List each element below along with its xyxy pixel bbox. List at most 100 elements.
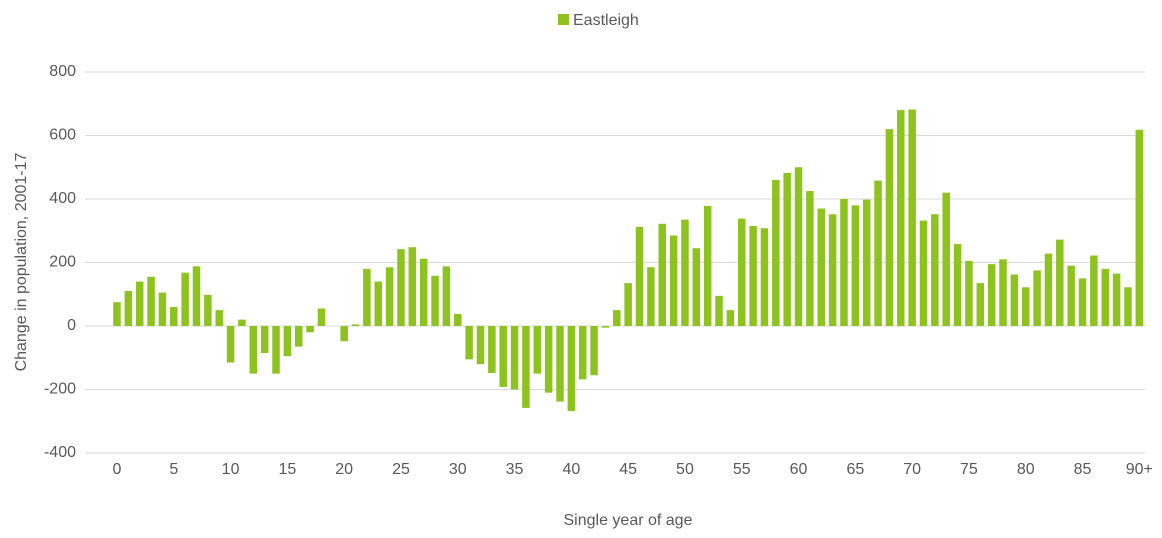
bar bbox=[476, 326, 485, 365]
bar bbox=[385, 267, 394, 326]
bar bbox=[1090, 255, 1098, 326]
y-tick-label: 600 bbox=[49, 127, 76, 144]
bar bbox=[669, 235, 678, 326]
bar bbox=[170, 306, 178, 326]
bar bbox=[408, 247, 417, 326]
x-axis-title: Single year of age bbox=[564, 512, 693, 529]
x-tick-label: 10 bbox=[222, 461, 240, 478]
bar bbox=[715, 295, 723, 326]
bar bbox=[578, 326, 587, 380]
bar bbox=[533, 326, 542, 374]
bar bbox=[1124, 287, 1132, 326]
bar bbox=[749, 225, 757, 326]
bar bbox=[499, 326, 507, 387]
x-tick-label: 50 bbox=[676, 461, 694, 478]
bar bbox=[624, 283, 632, 326]
bar bbox=[135, 281, 144, 326]
x-tick-label: 0 bbox=[113, 461, 122, 478]
x-tick-label: 40 bbox=[562, 461, 580, 478]
bar bbox=[862, 199, 871, 326]
x-tick-label: 5 bbox=[169, 461, 178, 478]
bar bbox=[953, 244, 962, 326]
x-tick-label: 60 bbox=[790, 461, 808, 478]
bar bbox=[215, 310, 223, 326]
bar bbox=[692, 248, 701, 326]
bar bbox=[124, 291, 133, 326]
bar bbox=[737, 218, 746, 326]
bar bbox=[158, 292, 167, 326]
bar bbox=[442, 266, 451, 326]
bar bbox=[1067, 265, 1075, 326]
x-tick-label: 25 bbox=[392, 461, 410, 478]
bar bbox=[226, 326, 235, 363]
bar bbox=[613, 310, 621, 326]
bar bbox=[522, 326, 530, 408]
x-tick-label: 85 bbox=[1074, 461, 1092, 478]
bar bbox=[931, 214, 939, 326]
bar bbox=[431, 275, 439, 326]
bar bbox=[306, 326, 314, 333]
bar bbox=[510, 326, 519, 390]
bar bbox=[294, 326, 303, 347]
bar bbox=[908, 109, 916, 326]
bar bbox=[1101, 268, 1109, 326]
bar bbox=[851, 205, 860, 326]
bar bbox=[942, 192, 950, 326]
legend-swatch bbox=[558, 14, 569, 25]
bar bbox=[987, 264, 996, 326]
x-tick-label: 90+ bbox=[1126, 461, 1153, 478]
bar bbox=[351, 324, 360, 326]
bar bbox=[965, 260, 973, 326]
bar bbox=[703, 205, 712, 326]
bar bbox=[885, 129, 894, 326]
y-tick-label: 0 bbox=[67, 317, 76, 334]
bar bbox=[828, 214, 837, 326]
bar bbox=[340, 326, 348, 342]
bar bbox=[556, 326, 564, 402]
y-tick-label: -400 bbox=[44, 444, 76, 461]
x-tick-label: 20 bbox=[335, 461, 353, 478]
bar bbox=[874, 180, 882, 326]
bar bbox=[419, 258, 428, 326]
bar bbox=[647, 267, 655, 326]
bar bbox=[1112, 273, 1121, 326]
bar bbox=[1135, 129, 1144, 326]
y-axis-title: Change in population, 2001-17 bbox=[13, 152, 30, 371]
y-tick-label: -200 bbox=[44, 381, 76, 398]
x-tick-label: 30 bbox=[449, 461, 467, 478]
bar bbox=[897, 110, 905, 326]
bar bbox=[181, 272, 189, 326]
y-tick-label: 400 bbox=[49, 190, 76, 207]
bar bbox=[363, 268, 371, 326]
bar bbox=[465, 326, 473, 360]
bar bbox=[601, 326, 610, 328]
bar bbox=[1021, 287, 1030, 326]
bar bbox=[1078, 278, 1087, 326]
bar bbox=[113, 302, 121, 326]
bar bbox=[783, 172, 791, 326]
bar bbox=[794, 167, 803, 326]
x-tick-label: 15 bbox=[278, 461, 296, 478]
bar bbox=[817, 208, 826, 326]
bar bbox=[999, 259, 1007, 326]
bar bbox=[681, 219, 689, 326]
bar bbox=[374, 281, 382, 326]
bar bbox=[590, 326, 598, 376]
bar bbox=[488, 326, 496, 373]
x-tick-label: 55 bbox=[733, 461, 751, 478]
bar bbox=[726, 310, 735, 326]
bar bbox=[1044, 253, 1053, 326]
bar bbox=[260, 326, 269, 353]
bar bbox=[249, 326, 258, 374]
bar bbox=[919, 220, 928, 326]
y-tick-label: 200 bbox=[49, 254, 76, 271]
x-tick-label: 75 bbox=[960, 461, 978, 478]
bar bbox=[772, 179, 780, 326]
bar bbox=[840, 199, 848, 326]
x-tick-label: 45 bbox=[619, 461, 637, 478]
bar bbox=[976, 283, 985, 326]
bar bbox=[147, 276, 155, 326]
bar bbox=[192, 266, 201, 326]
bar bbox=[806, 191, 814, 326]
